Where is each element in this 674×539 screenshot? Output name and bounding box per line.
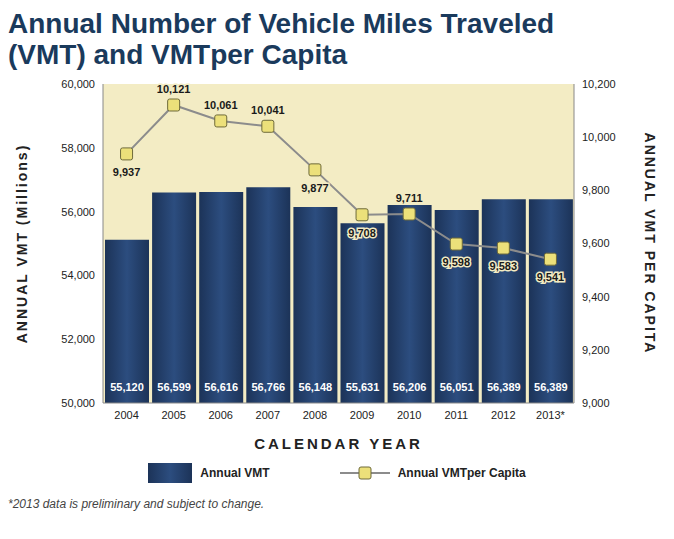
svg-text:9,600: 9,600 — [582, 237, 610, 249]
svg-text:9,000: 9,000 — [582, 397, 610, 409]
svg-text:56,766: 56,766 — [251, 381, 285, 393]
svg-text:55,120: 55,120 — [110, 381, 144, 393]
svg-text:9,800: 9,800 — [582, 184, 610, 196]
svg-text:9,708: 9,708 — [348, 227, 376, 239]
svg-text:10,000: 10,000 — [582, 131, 616, 143]
svg-text:52,000: 52,000 — [61, 333, 95, 345]
svg-text:56,616: 56,616 — [204, 381, 238, 393]
svg-text:ANNUAL VMT (Millions): ANNUAL VMT (Millions) — [14, 144, 30, 344]
svg-text:56,051: 56,051 — [440, 381, 474, 393]
svg-text:9,598: 9,598 — [442, 256, 470, 268]
svg-text:56,389: 56,389 — [487, 381, 521, 393]
html-text:Annual VMT: Annual VMT — [200, 466, 270, 480]
svg-text:56,389: 56,389 — [534, 381, 568, 393]
svg-text:10,200: 10,200 — [582, 78, 616, 90]
svg-text:56,148: 56,148 — [299, 381, 333, 393]
html-text:Annual Number of Vehicle Miles: Annual Number of Vehicle Miles Traveled … — [8, 8, 555, 70]
svg-text:2012: 2012 — [491, 409, 515, 421]
svg-text:56,206: 56,206 — [393, 381, 427, 393]
svg-text:10,121: 10,121 — [157, 83, 191, 95]
svg-text:9,400: 9,400 — [582, 291, 610, 303]
svg-text:2010: 2010 — [397, 409, 421, 421]
svg-text:56,000: 56,000 — [61, 206, 95, 218]
svg-text:9,200: 9,200 — [582, 344, 610, 356]
svg-text:2011: 2011 — [444, 409, 468, 421]
svg-text:9,583: 9,583 — [490, 260, 518, 272]
svg-text:2006: 2006 — [209, 409, 233, 421]
svg-text:2008: 2008 — [303, 409, 327, 421]
svg-text:55,631: 55,631 — [346, 381, 380, 393]
svg-text:9,711: 9,711 — [396, 192, 423, 204]
svg-text:56,599: 56,599 — [157, 381, 191, 393]
svg-text:9,541: 9,541 — [537, 271, 565, 283]
svg-text:60,000: 60,000 — [61, 78, 95, 90]
svg-text:58,000: 58,000 — [61, 142, 95, 154]
svg-text:10,041: 10,041 — [251, 104, 285, 116]
svg-text:2009: 2009 — [350, 409, 374, 421]
svg-text:50,000: 50,000 — [61, 397, 95, 409]
svg-text:2013*: 2013* — [536, 409, 565, 421]
svg-text:2007: 2007 — [256, 409, 280, 421]
svg-text:9,937: 9,937 — [113, 166, 141, 178]
svg-text:2005: 2005 — [161, 409, 185, 421]
svg-text:CALENDAR YEAR: CALENDAR YEAR — [254, 435, 423, 452]
html-text:*2013 data is preliminary and: *2013 data is preliminary and subject to… — [8, 497, 265, 511]
html-text:Annual VMTper Capita: Annual VMTper Capita — [397, 466, 526, 480]
svg-text:10,061: 10,061 — [204, 99, 238, 111]
svg-text:2004: 2004 — [114, 409, 138, 421]
svg-text:54,000: 54,000 — [61, 269, 95, 281]
svg-text:9,877: 9,877 — [301, 182, 329, 194]
svg-text:ANNUAL VMT PER CAPITA: ANNUAL VMT PER CAPITA — [642, 133, 658, 355]
